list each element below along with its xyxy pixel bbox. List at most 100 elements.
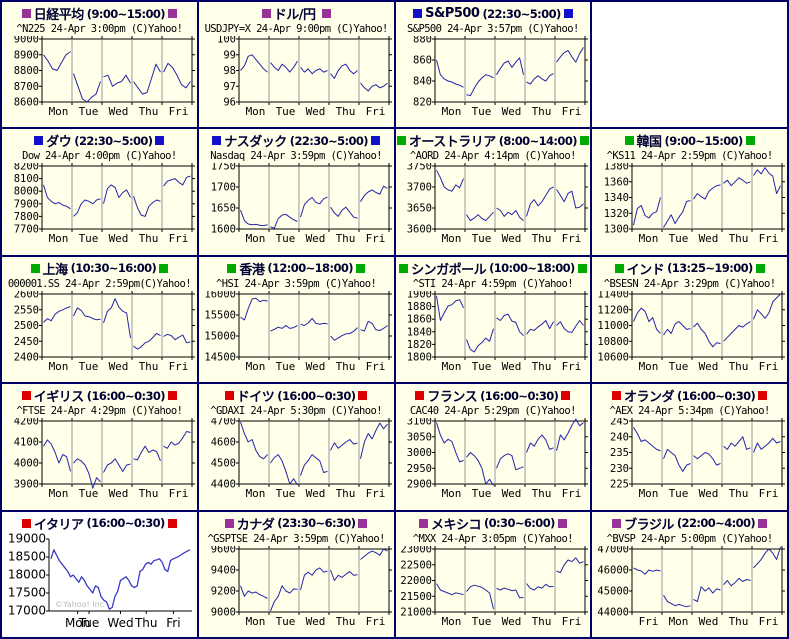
- market-chart-link[interactable]: 23000 22500 22000 21500 21000 Mon Tue Wed Thu Fri: [397, 545, 589, 637]
- market-name: カナダ: [236, 517, 275, 533]
- market-chart-link[interactable]: 3100 3050 3000 2950 2900 Mon Tue Wed Thu Fri: [397, 418, 589, 509]
- svg-text:Fri: Fri: [759, 360, 779, 373]
- svg-text:Fri: Fri: [759, 615, 779, 628]
- svg-text:98: 98: [223, 65, 236, 77]
- chart-subtitle: S&P500 24-Apr 3:57pm (C)Yahoo!: [407, 23, 579, 35]
- svg-text:Tue: Tue: [78, 105, 98, 118]
- svg-text:©Yahoo! Inc: ©Yahoo! Inc: [55, 600, 104, 609]
- chart-subtitle: ^BVSP 24-Apr 5:00pm (C)Yahoo!: [606, 532, 774, 545]
- svg-text:Mon: Mon: [442, 360, 462, 373]
- chart-subtitle: ^HSI 24-Apr 3:59pm (C)Yahoo!: [216, 277, 377, 290]
- chart-cell: イギリス (16:00~0:30) ^FTSE 24-Apr 4:29pm (C)…: [2, 384, 197, 510]
- svg-text:Wed: Wed: [107, 616, 133, 630]
- svg-text:225: 225: [610, 479, 629, 491]
- svg-text:Fri: Fri: [365, 360, 385, 373]
- svg-text:19000: 19000: [8, 533, 46, 546]
- market-hours: (16:00~0:30): [480, 388, 559, 403]
- svg-text:45000: 45000: [598, 585, 630, 597]
- svg-text:Wed: Wed: [699, 360, 719, 373]
- marker-square-left-icon: [399, 263, 409, 273]
- svg-text:1700: 1700: [210, 182, 235, 194]
- svg-text:18500: 18500: [8, 549, 46, 563]
- svg-text:Fri: Fri: [365, 232, 385, 245]
- market-chart-link[interactable]: 1750 1700 1650 1600 Mon Tue Wed Thu Fri: [201, 163, 392, 254]
- svg-text:Wed: Wed: [108, 105, 128, 118]
- svg-text:2400: 2400: [14, 351, 39, 363]
- market-name: メキシコ: [430, 517, 482, 533]
- svg-text:2550: 2550: [14, 304, 39, 316]
- svg-text:Thu: Thu: [729, 615, 749, 628]
- svg-text:3600: 3600: [407, 224, 432, 236]
- chart-cell: ダウ (22:30~5:00) Dow 24-Apr 4:00pm (C)Yaho…: [2, 129, 197, 255]
- market-chart-link[interactable]: 4700 4600 4500 4400 Mon Tue Wed Thu Fri: [201, 418, 392, 509]
- chart-cell: 上海 (10:30~16:00) 000001.SS 24-Apr 2:59pm(…: [2, 256, 197, 383]
- chart-title: オーストラリア (8:00~14:00): [396, 131, 591, 150]
- svg-text:1880: 1880: [407, 301, 432, 313]
- marker-square-right-icon: [758, 518, 768, 528]
- market-chart-link[interactable]: 47000 46000 45000 44000 Fri Mon Wed Thu Fri: [594, 545, 786, 637]
- svg-text:Thu: Thu: [532, 105, 552, 118]
- market-chart-link[interactable]: 3750 3700 3650 3600 Mon Tue Wed Thu Fri: [397, 163, 589, 254]
- svg-text:Thu: Thu: [335, 105, 355, 118]
- chart-cell: カナダ (23:30~6:30) ^GSPTSE 24-Apr 3:59pm (C…: [198, 511, 394, 637]
- svg-text:7700: 7700: [14, 224, 39, 236]
- svg-text:21000: 21000: [401, 606, 433, 618]
- svg-text:2900: 2900: [407, 479, 432, 491]
- chart-subtitle: CAC40 24-Apr 5:29pm (C)Yahoo!: [409, 405, 577, 418]
- svg-text:17000: 17000: [8, 603, 46, 617]
- market-hours: (0:30~6:00): [484, 516, 555, 531]
- svg-text:Tue: Tue: [275, 232, 295, 245]
- chart-subtitle: ^N225 24-Apr 3:00pm (C)Yahoo!: [16, 23, 183, 35]
- chart-subtitle: ^AEX 24-Apr 5:34pm (C)Yahoo!: [609, 405, 771, 418]
- market-chart-link[interactable]: 9600 9400 9200 9000 Mon Tue Wed Thu Fri: [201, 545, 392, 637]
- market-chart-link[interactable]: 100 99 98 97 96 Mon Tue Wed Thu Fri: [201, 36, 392, 127]
- svg-text:Wed: Wed: [305, 105, 325, 118]
- market-chart-link[interactable]: 245 240 235 230 225 Mon Tue Wed Thu Fri: [594, 418, 786, 509]
- svg-text:4600: 4600: [210, 437, 235, 449]
- svg-text:Tue: Tue: [669, 360, 689, 373]
- marker-square-left-icon: [418, 518, 428, 528]
- market-chart-link[interactable]: 1380 1360 1340 1320 1300 Mon Tue Wed Thu Fri: [594, 163, 786, 254]
- svg-text:Thu: Thu: [532, 232, 552, 245]
- marker-square-left-icon: [21, 391, 31, 401]
- svg-text:3750: 3750: [407, 163, 432, 173]
- market-hours: (13:25~19:00): [667, 261, 753, 276]
- svg-text:Tue: Tue: [472, 105, 492, 118]
- svg-text:1820: 1820: [407, 339, 432, 351]
- chart-title: ブラジル (22:00~4:00): [592, 514, 787, 533]
- market-chart-link[interactable]: 9000 8900 8800 8700 8600 Mon Tue Wed Thu Fri: [4, 36, 195, 127]
- svg-text:Mon: Mon: [245, 615, 265, 628]
- svg-text:820: 820: [413, 97, 432, 109]
- svg-text:Wed: Wed: [108, 487, 128, 500]
- svg-text:8200: 8200: [14, 163, 39, 173]
- market-chart-link[interactable]: 880 860 840 820 Mon Tue Wed Thu Fri: [397, 36, 589, 127]
- chart-title: ドイツ (16:00~0:30): [199, 386, 394, 405]
- chart-title: イギリス (16:00~0:30): [2, 386, 197, 405]
- svg-text:Fri: Fri: [365, 105, 385, 118]
- market-chart-link[interactable]: 4200 4100 4000 3900 Mon Tue Wed Thu Fri: [4, 418, 195, 509]
- svg-text:3000: 3000: [407, 447, 432, 459]
- market-name: 上海: [42, 262, 69, 278]
- market-name: ナスダック: [224, 135, 287, 151]
- chart-subtitle: Nasdaq 24-Apr 3:59pm (C)Yahoo!: [210, 150, 382, 163]
- chart-subtitle: ^MXX 24-Apr 3:05pm (C)Yahoo!: [412, 532, 574, 545]
- svg-text:8000: 8000: [14, 186, 39, 198]
- svg-text:Fri: Fri: [759, 232, 779, 245]
- svg-text:22000: 22000: [401, 575, 433, 587]
- svg-text:1300: 1300: [604, 224, 629, 236]
- marker-square-right-icon: [755, 263, 765, 273]
- market-chart-link[interactable]: 2600 2550 2500 2450 2400 Mon Tue Wed Thu Fri: [4, 290, 195, 382]
- svg-text:Thu: Thu: [335, 487, 355, 500]
- market-chart-link[interactable]: 11400 11200 11000 10800 10600 Mon Tue Wed Thu Fri: [594, 290, 786, 382]
- market-chart-link[interactable]: 16000 15500 15000 14500 Mon Tue Wed Thu Fri: [201, 290, 392, 382]
- marker-square-left-icon: [34, 136, 44, 146]
- svg-text:4500: 4500: [210, 458, 235, 470]
- chart-cell: 香港 (12:00~18:00) ^HSI 24-Apr 3:59pm (C)Ya…: [198, 256, 394, 383]
- svg-text:1840: 1840: [407, 326, 432, 338]
- chart-title: メキシコ (0:30~6:00): [396, 514, 591, 533]
- chart-cell: インド (13:25~19:00) ^BSESN 24-Apr 3:29pm (C…: [592, 256, 787, 383]
- svg-text:3650: 3650: [407, 203, 432, 215]
